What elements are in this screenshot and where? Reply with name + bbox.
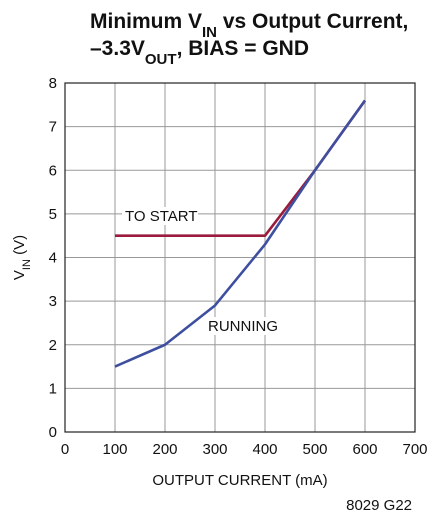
x-tick-label: 400: [252, 441, 277, 458]
text-run: , BIAS = GND: [177, 37, 309, 60]
x-tick-label: 300: [202, 441, 227, 458]
plot-frame: [64, 82, 416, 433]
text-run: IN: [21, 259, 33, 270]
y-tick-label: 3: [49, 293, 57, 310]
x-tick-label: 600: [352, 441, 377, 458]
text-run: (V): [11, 235, 28, 259]
chart-title: –3.3VOUT, BIAS = GND: [90, 37, 309, 68]
line-series: [114, 99, 367, 368]
y-tick-label: 7: [49, 119, 57, 136]
footnote: 8029 G22: [346, 497, 412, 514]
text-run: vs Output Current,: [217, 10, 408, 33]
y-tick-label: 4: [49, 250, 57, 267]
x-tick-label: 200: [152, 441, 177, 458]
text-run: OUT: [145, 51, 177, 68]
y-axis-label: VIN (V): [11, 235, 33, 280]
y-tick-label: 8: [49, 75, 57, 92]
label-bg: [205, 317, 272, 335]
chart-title: Minimum VIN vs Output Current,: [90, 10, 408, 41]
text-run: Minimum V: [90, 10, 202, 33]
series-label: TO START: [125, 208, 198, 225]
text-run: V: [11, 270, 28, 280]
x-tick-label: 0: [61, 441, 69, 458]
series-label: RUNNING: [208, 318, 278, 335]
x-tick-label: 500: [302, 441, 327, 458]
x-tick-label: 100: [102, 441, 127, 458]
y-tick-label: 5: [49, 206, 57, 223]
y-tick-label: 1: [49, 380, 57, 397]
y-tick-label: 6: [49, 162, 57, 179]
text-run: –3.3V: [90, 37, 145, 60]
label-bg: [122, 207, 198, 225]
y-tick-label: 2: [49, 337, 57, 354]
x-axis-label: OUTPUT CURRENT (mA): [152, 472, 327, 489]
text-run: IN: [202, 24, 217, 41]
y-tick-label: 0: [49, 424, 57, 441]
x-tick-label: 700: [402, 441, 427, 458]
